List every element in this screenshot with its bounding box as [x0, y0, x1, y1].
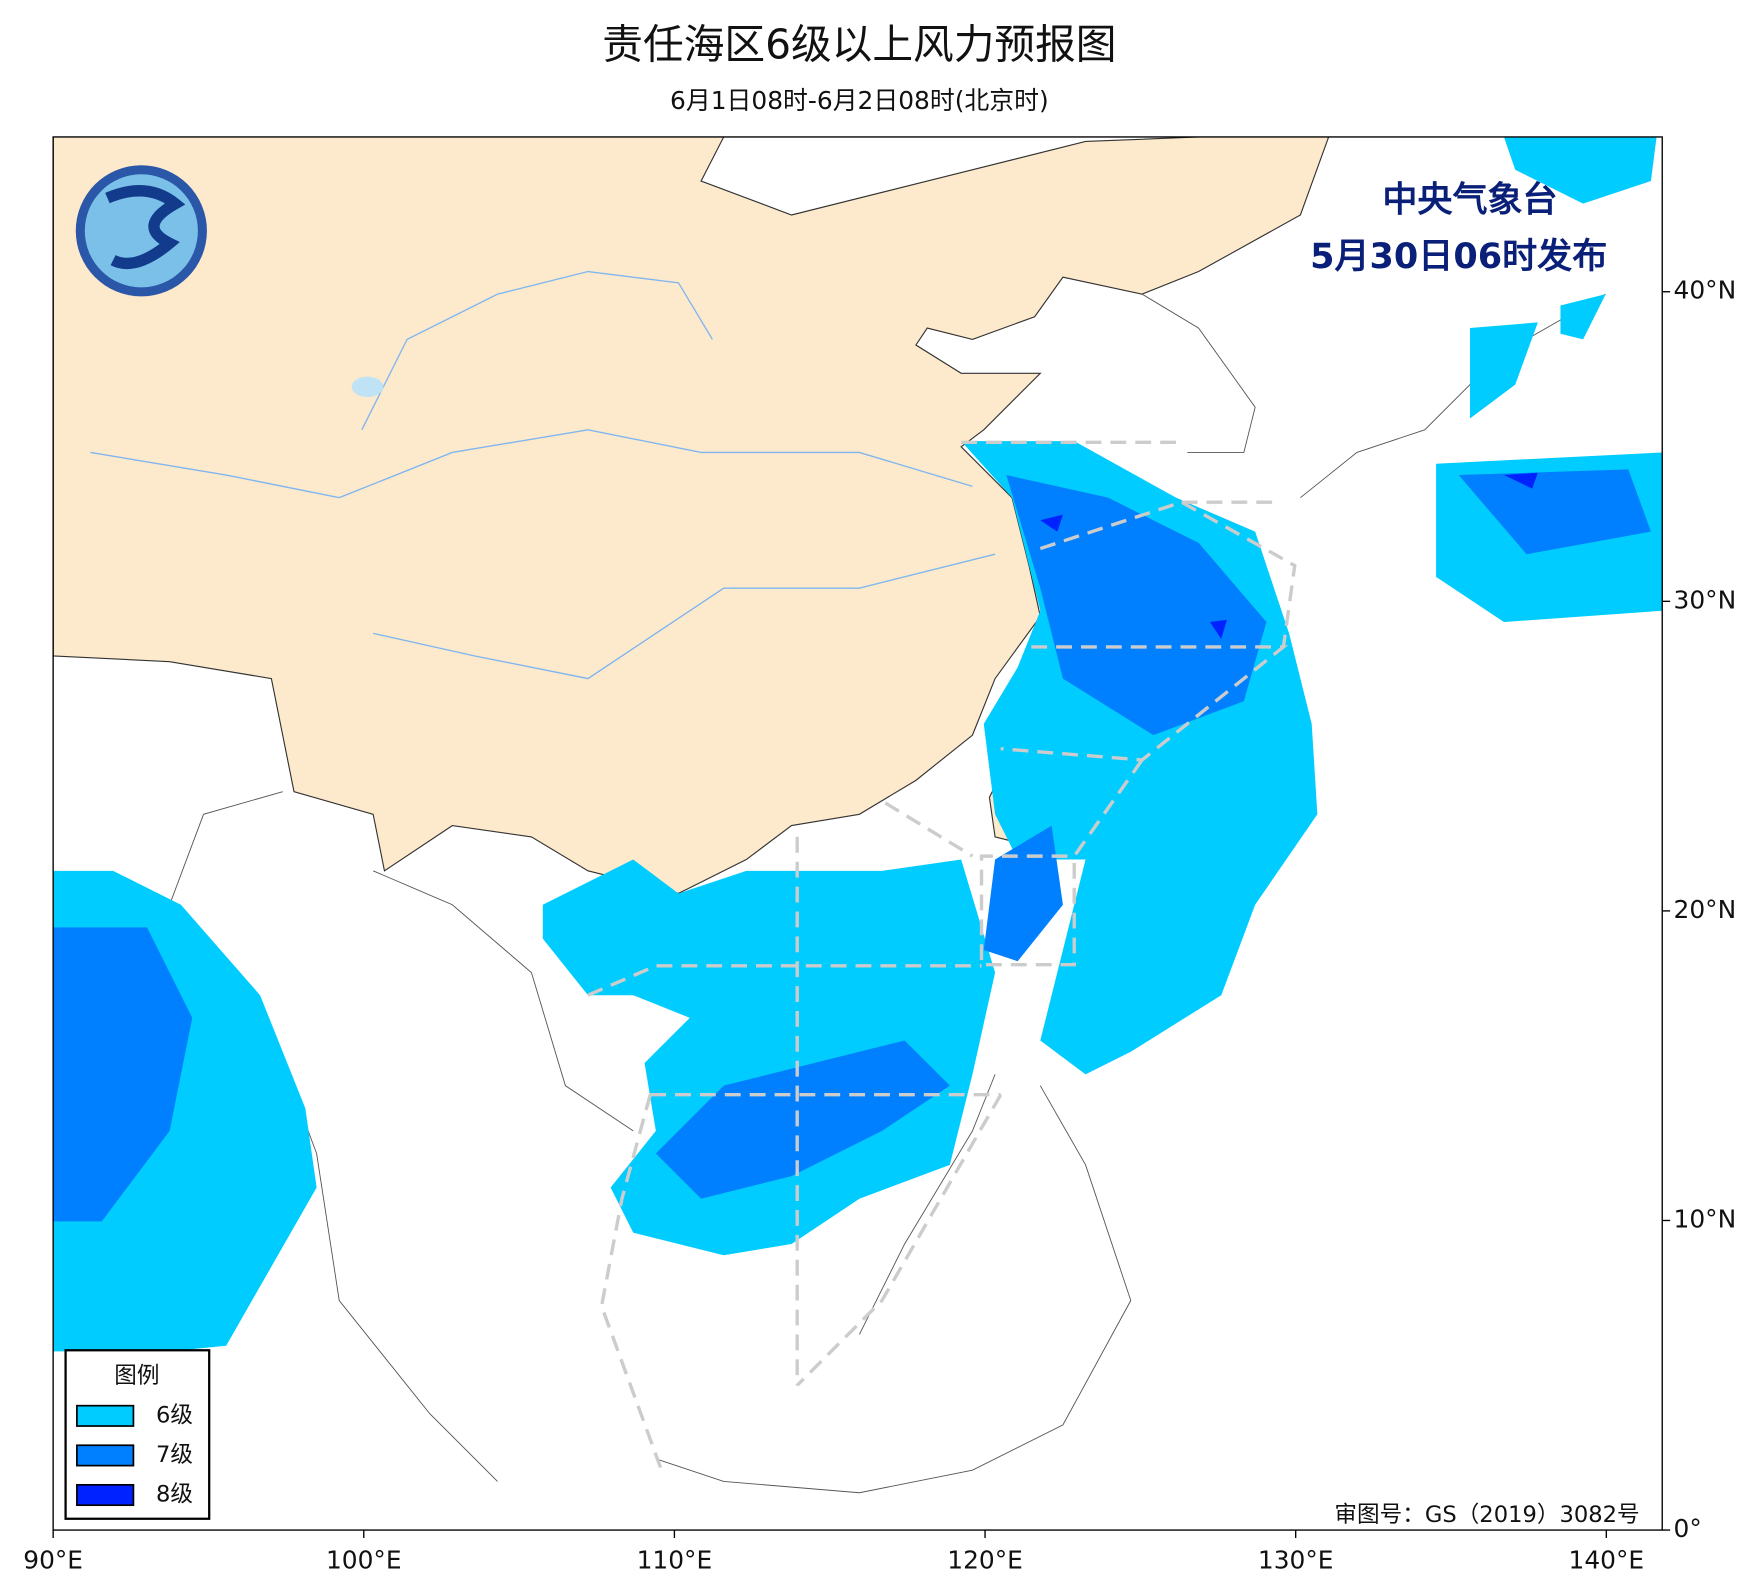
y-tick-label: 30°N: [1674, 585, 1737, 614]
y-tick-label: 40°N: [1674, 276, 1737, 305]
subtitle: 6月1日08时-6月2日08时(北京时): [670, 86, 1049, 115]
x-tick-label: 90°E: [23, 1546, 83, 1575]
x-tick-label: 140°E: [1569, 1546, 1645, 1575]
y-tick-label: 10°N: [1674, 1204, 1737, 1233]
x-tick-label: 110°E: [637, 1546, 713, 1575]
legend-swatch: [76, 1404, 135, 1427]
sea-area-boundaries: [587, 440, 1297, 1471]
legend: 图例 6级 7级 8级: [64, 1349, 211, 1520]
legend-swatch: [76, 1483, 135, 1507]
y-tick-label: 0°: [1674, 1514, 1702, 1543]
wind7-areas: [53, 469, 1651, 1222]
legend-swatch: [76, 1444, 135, 1467]
issue-time: 5月30日06时发布: [1310, 236, 1607, 277]
y-tick-label: 20°N: [1674, 895, 1737, 924]
map-body: [53, 136, 1663, 1531]
legend-title: 图例: [114, 1363, 159, 1389]
logo: [75, 165, 207, 297]
approval-number: 审图号：GS（2019）3082号: [1334, 1502, 1639, 1528]
lake: [351, 376, 384, 398]
legend-label: 8级: [156, 1482, 193, 1508]
rivers: [90, 270, 996, 680]
wind-area-north: [1470, 136, 1657, 419]
map-frame: [52, 136, 1663, 1531]
issuer: 中央气象台: [1382, 179, 1557, 220]
title: 责任海区6级以上风力预报图: [602, 21, 1116, 69]
wind-area-south-china-sea: [542, 859, 996, 1256]
x-tick-label: 100°E: [326, 1546, 402, 1575]
china-land: [53, 136, 1330, 895]
x-tick-label: 120°E: [947, 1546, 1023, 1575]
legend-label: 6级: [156, 1402, 193, 1428]
legend-label: 7级: [156, 1442, 193, 1468]
x-tick-label: 130°E: [1258, 1546, 1334, 1575]
